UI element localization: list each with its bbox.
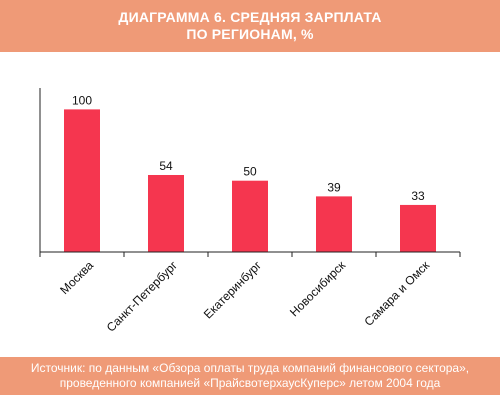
- bar-1: [64, 109, 100, 253]
- chart-title-line-1: ДИАГРАММА 6. СРЕДНЯЯ ЗАРПЛАТА: [118, 9, 382, 25]
- data-label-4: 39: [327, 180, 341, 194]
- category-label-3: Екатеринбург: [201, 258, 265, 322]
- bar-2: [148, 174, 184, 252]
- bars-layer: [64, 109, 436, 253]
- data-label-5: 33: [411, 189, 425, 203]
- category-label-1: Москва: [57, 258, 96, 297]
- bar-4: [316, 196, 352, 252]
- source-note: Источник: по данным «Обзора оплаты труда…: [0, 357, 500, 395]
- data-label-1: 100: [72, 93, 92, 107]
- data-label-3: 50: [243, 165, 257, 179]
- source-note-line-1: Источник: по данным «Обзора оплаты труда…: [30, 361, 470, 375]
- bar-chart-svg: 100 Москва 54 Санкт-Петербург 50 Екатеринбург…: [39, 88, 461, 335]
- x-axis-ticks: [39, 252, 461, 257]
- bar-5: [400, 204, 436, 252]
- source-note-line-2: проведенного компанией «ПрайсвотерхаусКу…: [59, 376, 441, 390]
- bar-3: [232, 180, 268, 252]
- bar-chart: 100 Москва 54 Санкт-Петербург 50 Екатеринбург…: [0, 52, 500, 348]
- data-label-2: 54: [159, 159, 173, 173]
- category-label-5: Самара и Омск: [361, 258, 432, 329]
- chart-title-banner: ДИАГРАММА 6. СРЕДНЯЯ ЗАРПЛАТА ПО РЕГИОНА…: [0, 0, 500, 52]
- chart-title-line-2: ПО РЕГИОНАМ, %: [186, 26, 314, 42]
- category-label-4: Новосибирск: [287, 258, 349, 320]
- category-label-2: Санкт-Петербург: [104, 258, 181, 335]
